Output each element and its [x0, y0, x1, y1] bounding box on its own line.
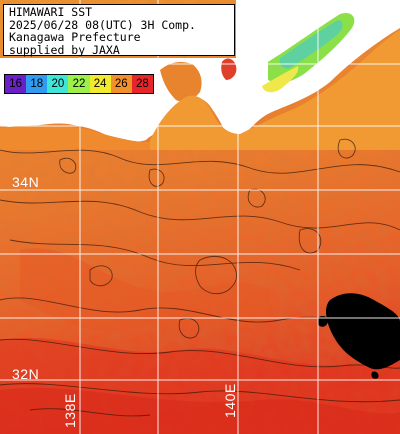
colorbar-label: 28 [136, 78, 149, 90]
colorbar-segment: 26 [110, 75, 132, 93]
coastal-water [150, 30, 400, 150]
colorbar-label: 26 [114, 78, 128, 90]
colorbar-label: 20 [51, 78, 65, 90]
coastal-water [0, 125, 150, 150]
sst-colorbar: 16 18 20 22 24 26 28 [4, 74, 154, 94]
title-line-3: Kanagawa Prefecture [9, 30, 141, 45]
land-honshu [0, 0, 400, 142]
lon-label-140e: 140E [222, 383, 238, 418]
colorbar-segment: 28 [131, 75, 153, 93]
colorbar-label: 16 [9, 78, 22, 90]
title-line-1: HIMAWARI SST [9, 5, 93, 19]
colorbar-segment: 16 [5, 75, 27, 93]
colorbar-label: 24 [93, 78, 107, 90]
map-title-box: HIMAWARI SST 2025/06/28 08(UTC) 3H Comp.… [3, 4, 235, 56]
cloud-mask [318, 315, 328, 327]
lon-label-138e: 138E [62, 393, 78, 428]
title-line-2: 2025/06/28 08(UTC) 3H Comp. [9, 17, 196, 32]
title-line-4: supplied by JAXA [9, 42, 120, 57]
colorbar-segment: 22 [68, 75, 90, 93]
colorbar-segment: 18 [26, 75, 48, 93]
warm-water-patch [20, 248, 270, 331]
colorbar-segment: 20 [47, 75, 69, 93]
cool-water-band [279, 20, 343, 69]
colorbar-segment: 24 [89, 75, 111, 93]
colorbar-label: 18 [30, 78, 44, 90]
lat-label-32n: 32N [12, 366, 40, 382]
colorbar-label: 22 [72, 78, 86, 90]
warm-water-patch [0, 387, 400, 434]
lat-label-34n: 34N [12, 174, 40, 190]
cloud-mask [326, 293, 400, 370]
cloud-mask [371, 371, 379, 379]
land-izu-edge [160, 62, 202, 102]
cool-water-band [262, 66, 299, 93]
